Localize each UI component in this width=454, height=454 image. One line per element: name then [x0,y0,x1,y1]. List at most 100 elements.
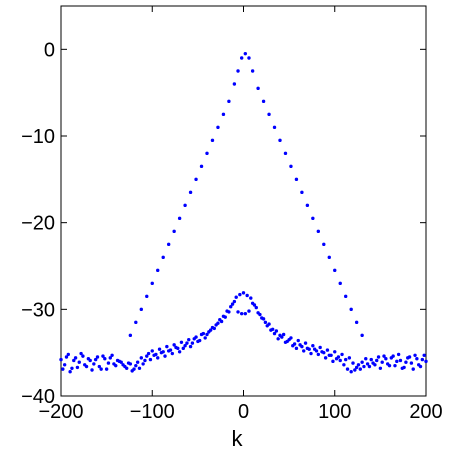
data-point-series-1 [297,339,300,342]
data-point-series-1 [63,363,66,366]
y-tick-label: −40 [21,386,55,408]
y-tick-label: −10 [21,126,55,148]
data-point-series-0 [205,152,208,155]
data-point-series-0 [360,334,363,337]
data-point-series-2 [156,356,159,359]
data-point-series-0 [317,230,320,233]
data-point-series-1 [413,354,416,357]
data-point-series-1 [304,341,307,344]
data-point-series-2 [342,363,345,366]
data-point-series-0 [236,69,239,72]
data-point-series-0 [273,126,276,129]
data-point-series-2 [309,352,312,355]
data-point-series-0 [284,152,287,155]
data-point-series-2 [134,364,137,367]
data-point-series-2 [368,365,371,368]
data-point-series-1 [348,356,351,359]
data-point-series-0 [211,139,214,142]
data-point-series-1 [424,360,427,363]
data-point-series-2 [207,330,210,333]
data-point-series-2 [196,340,199,343]
data-point-series-0 [145,295,148,298]
data-point-series-0 [189,191,192,194]
data-point-series-0 [311,217,314,220]
data-point-series-2 [178,350,181,353]
data-point-series-0 [156,269,159,272]
data-point-series-2 [258,313,261,316]
data-point-series-2 [229,305,232,308]
data-point-series-2 [123,365,126,368]
data-point-series-2 [127,361,130,364]
data-point-series-1 [249,296,252,299]
data-point-series-0 [247,56,250,59]
data-point-series-0 [328,256,331,259]
data-point-series-2 [152,354,155,357]
data-point-series-2 [284,341,287,344]
data-point-series-0 [178,217,181,220]
data-point-series-2 [287,338,290,341]
data-point-series-1 [381,361,384,364]
data-point-series-0 [262,100,265,103]
data-point-series-1 [344,358,347,361]
data-point-series-1 [264,321,267,324]
data-point-series-2 [401,367,404,370]
plot-area-frame [61,6,426,396]
data-point-series-0 [289,165,292,168]
data-point-series-2 [382,354,385,357]
data-point-series-2 [83,363,86,366]
data-point-series-0 [151,282,154,285]
x-axis-label: k [232,426,244,451]
data-point-series-2 [266,324,269,327]
data-point-series-2 [419,365,422,368]
data-point-series-2 [244,312,247,315]
data-point-series-0 [295,178,298,181]
data-point-series-0 [172,230,175,233]
data-point-series-0 [349,308,352,311]
data-point-series-2 [397,353,400,356]
data-point-series-2 [255,306,258,309]
data-point-series-1 [136,361,139,364]
data-point-series-2 [364,357,367,360]
data-point-series-1 [370,358,373,361]
data-point-series-1 [78,361,81,364]
data-point-series-2 [412,367,415,370]
data-point-series-2 [218,318,221,321]
data-point-series-0 [227,100,230,103]
data-point-series-2 [422,354,425,357]
data-point-series-1 [318,346,321,349]
data-point-series-2 [105,367,108,370]
data-point-series-2 [174,346,177,349]
data-point-series-2 [415,357,418,360]
x-tick-label: 0 [238,401,249,423]
data-point-series-2 [339,359,342,362]
data-point-series-2 [200,333,203,336]
data-point-series-0 [333,269,336,272]
data-point-series-2 [331,360,334,363]
data-point-series-2 [328,354,331,357]
data-point-series-1 [410,361,413,364]
data-point-series-2 [306,347,309,350]
data-point-series-0 [134,321,137,324]
data-point-series-0 [129,334,132,337]
data-point-series-0 [267,113,270,116]
data-point-series-2 [109,356,112,359]
data-point-series-1 [245,294,248,297]
data-point-series-2 [313,348,316,351]
data-point-series-2 [185,341,188,344]
data-point-series-2 [167,349,170,352]
x-tick-label: 100 [318,401,351,423]
data-point-series-2 [193,337,196,340]
y-tick-label: −20 [21,213,55,235]
data-point-series-0 [322,243,325,246]
data-point-series-1 [421,358,424,361]
data-point-series-2 [375,359,378,362]
data-point-series-0 [222,113,225,116]
data-point-series-0 [140,308,143,311]
data-point-series-0 [162,256,165,259]
data-point-series-2 [233,300,236,303]
data-point-series-2 [353,368,356,371]
data-point-series-2 [87,357,90,360]
data-point-series-2 [236,310,239,313]
data-point-series-2 [65,355,68,358]
data-point-series-2 [317,353,320,356]
